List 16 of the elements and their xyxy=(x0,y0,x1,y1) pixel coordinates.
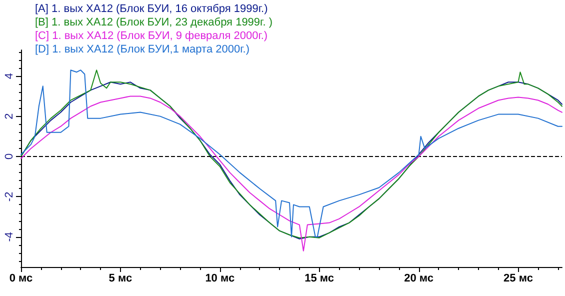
y-tick-label: -2 xyxy=(4,192,16,202)
text: [B] 1. вых ХА12 (Блок БУИ, 23 декабря 1999г. ) xyxy=(35,16,272,28)
x-tick-label: 0 мс xyxy=(9,272,33,284)
y-tick-label: 2 xyxy=(4,113,16,120)
line-series xyxy=(20,96,562,252)
text: [C] 1. вых ХА12 (Блок БУИ, 9 февраля 2000г.) xyxy=(35,30,268,42)
x-tick-label: 25 мс xyxy=(504,272,533,284)
y-tick-label: 4 xyxy=(4,73,16,80)
x-tick-label: 5 мс xyxy=(108,272,132,284)
y-tick-label: 0 xyxy=(4,153,16,160)
y-tick-label: -4 xyxy=(4,232,16,242)
x-tick-label: 20 мс xyxy=(404,272,434,284)
x-tick-label: 15 мс xyxy=(304,272,334,284)
text: [D] 1. вых ХА12 (Блок БУИ,1 марта 2000г.) xyxy=(35,44,250,56)
x-tick-label: 10 мс xyxy=(205,272,235,284)
text: [A] 1. вых ХА12 (Блок БУИ, 16 октября 1999г.) xyxy=(35,3,268,15)
